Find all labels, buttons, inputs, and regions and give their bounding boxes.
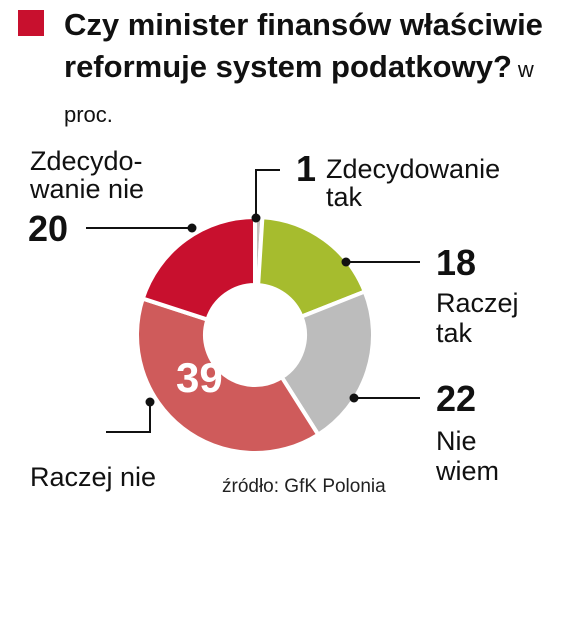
chart-title-text: Czy minister finansów właściwie reformuj… [64, 7, 543, 84]
leader-dot-raczej-nie [145, 397, 155, 407]
slice-raczej-tak [256, 215, 368, 320]
value-nie-wiem: 22 [436, 378, 477, 419]
value-raczej-nie: 39 [176, 354, 223, 401]
label-zdecydowanie-nie-line2: wanie nie [30, 174, 145, 204]
value-zdecydowanie-tak: 1 [296, 148, 317, 189]
label-raczej-tak-line2: tak [436, 318, 473, 348]
leader-line-raczej-nie [106, 402, 151, 433]
leader-line-zdecydowanie-tak [255, 169, 280, 218]
slice-zdecydowanie-nie [140, 214, 257, 323]
label-zdecydowanie-tak-line1: Zdecydowanie [326, 154, 501, 184]
leader-dot-zdecydowanie-nie [187, 223, 197, 233]
leader-dot-zdecydowanie-tak [251, 213, 261, 223]
title-marker [18, 10, 44, 36]
label-zdecydowanie-nie-line1: Zdecydo- [30, 146, 143, 176]
leader-dot-raczej-tak [341, 257, 351, 267]
leader-dots [145, 213, 359, 407]
value-raczej-tak: 18 [436, 242, 477, 283]
label-zdecydowanie-tak-line2: tak [326, 182, 363, 212]
label-nie-wiem-line1: Nie [436, 426, 477, 456]
leader-lines [86, 169, 420, 433]
donut-slices [135, 214, 375, 455]
leader-dot-nie-wiem [349, 393, 359, 403]
label-nie-wiem-line2: wiem [436, 456, 500, 486]
chart-title: Czy minister finansów właściwie reformuj… [64, 4, 564, 136]
label-raczej-tak-line1: Raczej [436, 288, 519, 318]
chart-unit: w proc. [64, 57, 534, 127]
slice-raczej-nie [135, 296, 321, 455]
label-raczej-nie: Raczej nie [30, 462, 157, 492]
source-note: źródło: GfK Polonia [222, 476, 386, 497]
value-zdecydowanie-nie: 20 [28, 208, 69, 249]
